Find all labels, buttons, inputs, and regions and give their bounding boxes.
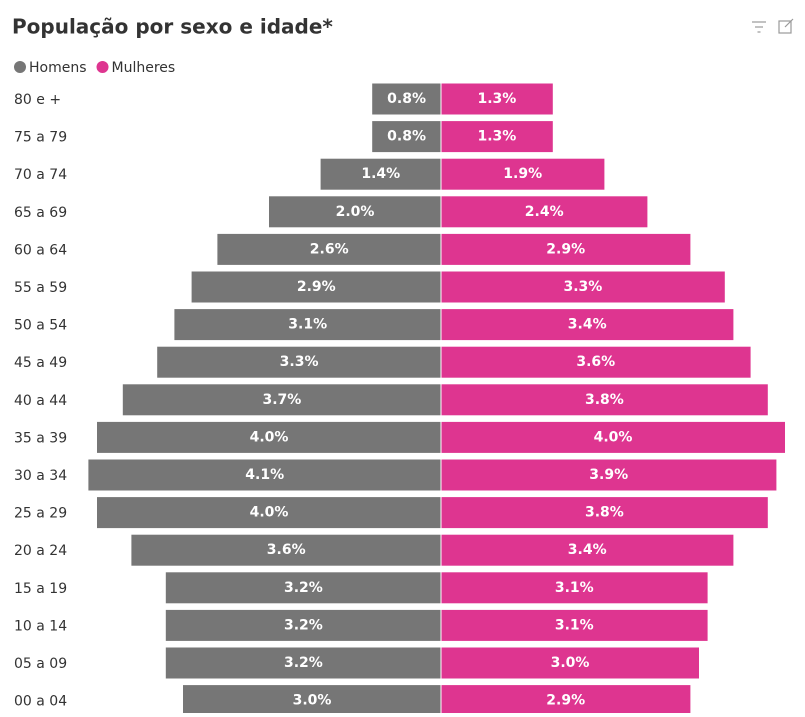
bar bbox=[131, 534, 441, 566]
bar bbox=[174, 309, 441, 341]
bar bbox=[441, 421, 785, 453]
bar bbox=[183, 685, 441, 717]
value-label: 3.6% bbox=[267, 542, 306, 558]
bar bbox=[88, 459, 442, 491]
value-label: 3.0% bbox=[293, 693, 332, 709]
value-label: 3.0% bbox=[551, 655, 590, 671]
value-label: 3.8% bbox=[585, 392, 624, 408]
bar bbox=[165, 609, 442, 641]
bar bbox=[441, 534, 734, 566]
bar bbox=[165, 572, 442, 604]
category-label: 35 a 39 bbox=[14, 430, 67, 446]
value-label: 3.1% bbox=[288, 317, 327, 333]
value-label: 3.7% bbox=[262, 392, 301, 408]
bar bbox=[441, 83, 553, 115]
category-label: 60 a 64 bbox=[14, 242, 67, 258]
bar bbox=[441, 271, 725, 303]
bar bbox=[97, 421, 441, 453]
legend-label: Homens bbox=[29, 60, 87, 76]
value-label: 3.2% bbox=[284, 580, 323, 596]
value-label: 3.4% bbox=[568, 317, 607, 333]
category-label: 75 a 79 bbox=[14, 130, 67, 146]
bar bbox=[441, 158, 605, 190]
category-label: 55 a 59 bbox=[14, 280, 67, 296]
value-label: 3.1% bbox=[555, 617, 594, 633]
bar bbox=[441, 233, 691, 265]
value-label: 3.1% bbox=[555, 580, 594, 596]
category-label: 20 a 24 bbox=[14, 543, 67, 559]
bar bbox=[157, 346, 441, 378]
value-label: 3.4% bbox=[568, 542, 607, 558]
bar bbox=[441, 497, 768, 529]
legend-marker bbox=[96, 61, 109, 73]
value-label: 3.6% bbox=[576, 354, 615, 370]
filter-icon[interactable] bbox=[752, 21, 766, 33]
bar bbox=[441, 609, 708, 641]
bar bbox=[97, 497, 441, 529]
value-label: 3.3% bbox=[280, 354, 319, 370]
value-label: 1.3% bbox=[477, 91, 516, 107]
bar bbox=[441, 309, 734, 341]
category-label: 25 a 29 bbox=[14, 506, 67, 522]
bar bbox=[441, 346, 751, 378]
value-label: 4.0% bbox=[250, 429, 289, 445]
category-label: 15 a 19 bbox=[14, 581, 67, 597]
value-label: 4.0% bbox=[250, 505, 289, 521]
category-label: 05 a 09 bbox=[14, 656, 67, 672]
value-label: 3.2% bbox=[284, 655, 323, 671]
category-label: 45 a 49 bbox=[14, 355, 67, 371]
value-label: 2.9% bbox=[546, 241, 585, 257]
bar bbox=[217, 233, 441, 265]
chart-title: População por sexo e idade* bbox=[12, 15, 333, 39]
bar bbox=[441, 459, 777, 491]
bar bbox=[441, 121, 553, 153]
bar bbox=[191, 271, 441, 303]
bar bbox=[165, 647, 442, 679]
bar bbox=[122, 384, 442, 416]
category-label: 65 a 69 bbox=[14, 205, 67, 221]
value-label: 3.9% bbox=[589, 467, 628, 483]
legend-label: Mulheres bbox=[112, 60, 176, 76]
bar bbox=[269, 196, 441, 228]
value-label: 2.6% bbox=[310, 241, 349, 257]
bar bbox=[441, 384, 768, 416]
bar bbox=[372, 121, 441, 153]
legend-marker bbox=[14, 61, 26, 73]
bar bbox=[441, 572, 708, 604]
category-label: 40 a 44 bbox=[14, 393, 67, 409]
value-label: 2.9% bbox=[546, 693, 585, 709]
bar bbox=[320, 158, 441, 190]
bar bbox=[441, 647, 699, 679]
value-label: 3.2% bbox=[284, 617, 323, 633]
value-label: 3.8% bbox=[585, 505, 624, 521]
value-label: 1.4% bbox=[361, 166, 400, 182]
value-label: 1.3% bbox=[477, 129, 516, 145]
bar bbox=[441, 685, 691, 717]
value-label: 4.0% bbox=[594, 429, 633, 445]
category-label: 30 a 34 bbox=[14, 468, 67, 484]
bar bbox=[441, 196, 648, 228]
category-label: 50 a 54 bbox=[14, 318, 67, 334]
value-label: 4.1% bbox=[245, 467, 284, 483]
category-label: 10 a 14 bbox=[14, 618, 67, 634]
bar bbox=[372, 83, 441, 115]
value-label: 2.4% bbox=[525, 204, 564, 220]
value-label: 1.9% bbox=[503, 166, 542, 182]
category-label: 80 e + bbox=[14, 92, 61, 108]
value-label: 0.8% bbox=[387, 129, 426, 145]
value-label: 2.9% bbox=[297, 279, 336, 295]
value-label: 3.3% bbox=[563, 279, 602, 295]
value-label: 2.0% bbox=[336, 204, 375, 220]
category-label: 70 a 74 bbox=[14, 167, 67, 183]
value-label: 0.8% bbox=[387, 91, 426, 107]
focus-icon[interactable] bbox=[778, 18, 794, 34]
category-label: 00 a 04 bbox=[14, 694, 67, 710]
